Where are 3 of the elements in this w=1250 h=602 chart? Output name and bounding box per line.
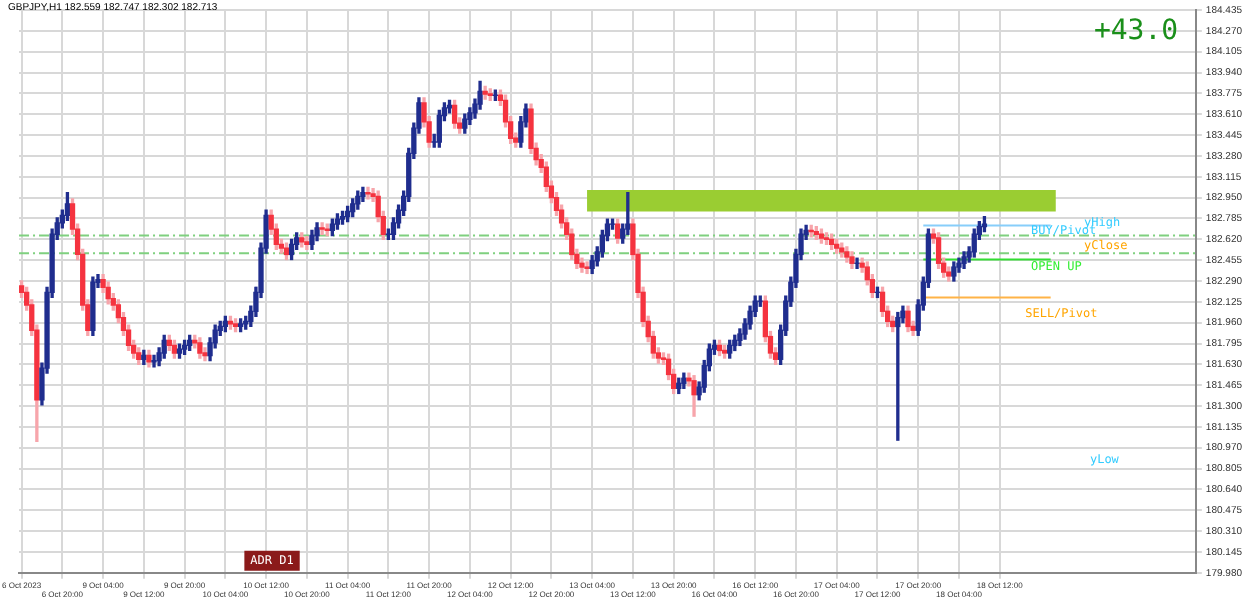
candlestick [584,261,590,275]
candlestick [319,222,325,235]
annotation: +43.0 [1093,15,1179,48]
